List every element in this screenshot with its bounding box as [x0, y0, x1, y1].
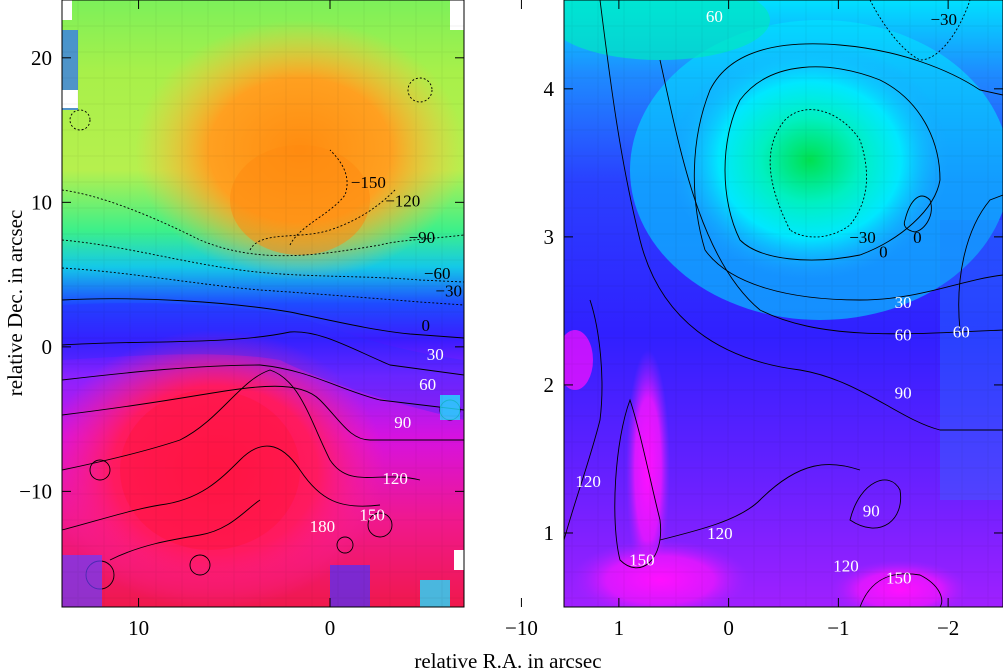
- contour-label: 150: [886, 568, 912, 587]
- y-tick-label: 1: [544, 521, 555, 545]
- right-contour-0: [724, 66, 941, 261]
- x-tick-label: −10: [505, 616, 538, 640]
- contour-label: 30: [895, 293, 912, 312]
- right-map-pixel-texture: [564, 0, 1003, 607]
- y-tick-label: 10: [31, 190, 52, 214]
- right-contour-neg30: [769, 109, 868, 238]
- y-tick-label: 0: [42, 335, 53, 359]
- axes-frame: [563, 0, 1003, 608]
- left-contour-labels: −150−120 −90 −60−30 0 30 60 90 120 150 180: [310, 173, 462, 536]
- right-contour-60-right: [958, 194, 1003, 331]
- right-contour-30: [693, 43, 1003, 251]
- right-contour-neg30-top: [869, 0, 971, 61]
- left-map-pixel-texture: [62, 0, 464, 607]
- right-contour-60: [659, 59, 1003, 335]
- right-axes: 1 0 −1 −2 4 3 2 1: [544, 0, 1003, 640]
- right-contour-90: [599, 0, 1003, 431]
- y-tick-label: 3: [544, 225, 555, 249]
- right-contour-30-lower: [704, 249, 1003, 301]
- contour-label: 90: [895, 383, 912, 402]
- contour-label: 120: [707, 524, 733, 543]
- contour-label: −30: [435, 281, 462, 300]
- contour-label: 120: [382, 469, 408, 488]
- contour-label: −90: [409, 228, 436, 247]
- right-contour-150: [614, 398, 662, 569]
- x-tick-label: −1: [827, 616, 849, 640]
- contour-label: 60: [419, 375, 436, 394]
- right-contour-150-corner: [859, 573, 943, 607]
- x-tick-label: 1: [614, 616, 625, 640]
- y-tick-label: 4: [544, 77, 555, 101]
- contour-label: 0: [913, 228, 922, 247]
- contour-label: −30: [930, 10, 957, 29]
- left-velocity-map: −150−120 −90 −60−30 0 30 60 90 120 150 180: [62, 0, 464, 607]
- contour-label: 150: [629, 551, 655, 570]
- x-axis-label: relative R.A. in arcsec: [414, 649, 601, 672]
- contour-label: 120: [575, 472, 601, 491]
- x-tick-label: 0: [325, 616, 336, 640]
- x-tick-label: −2: [937, 616, 959, 640]
- y-tick-label: −10: [19, 479, 52, 503]
- x-tick-label: 0: [723, 616, 734, 640]
- right-contour-0-blob: [903, 195, 932, 233]
- contour-label: −120: [385, 192, 420, 211]
- contour-label: 180: [310, 517, 336, 536]
- contour-label: −60: [424, 264, 451, 283]
- contour-label: 150: [359, 505, 385, 524]
- contour-label: 90: [394, 413, 411, 432]
- contour-label: 120: [833, 556, 859, 575]
- right-contour-90-blob: [849, 479, 902, 529]
- contour-label: 60: [895, 326, 912, 345]
- axes-frame: [61, 0, 465, 608]
- right-contour-120-left: [564, 299, 603, 541]
- right-contours: [564, 0, 1003, 607]
- y-tick-label: 2: [544, 373, 555, 397]
- contour-label: 0: [879, 243, 888, 262]
- left-axes: 10 0 −10 20 10 0 −10: [19, 0, 538, 640]
- x-tick-label: 10: [128, 616, 149, 640]
- y-tick-label: 20: [31, 46, 52, 70]
- contour-label: −30: [849, 228, 876, 247]
- right-contour-120-mid: [659, 464, 861, 541]
- contour-label: 30: [427, 345, 444, 364]
- y-axis-label: relative Dec. in arcsec: [3, 210, 27, 397]
- contour-label: 0: [421, 316, 430, 335]
- contour-label: −150: [351, 173, 386, 192]
- contour-label: 90: [863, 502, 880, 521]
- contour-label: 60: [706, 7, 723, 26]
- contour-label: 60: [953, 323, 970, 342]
